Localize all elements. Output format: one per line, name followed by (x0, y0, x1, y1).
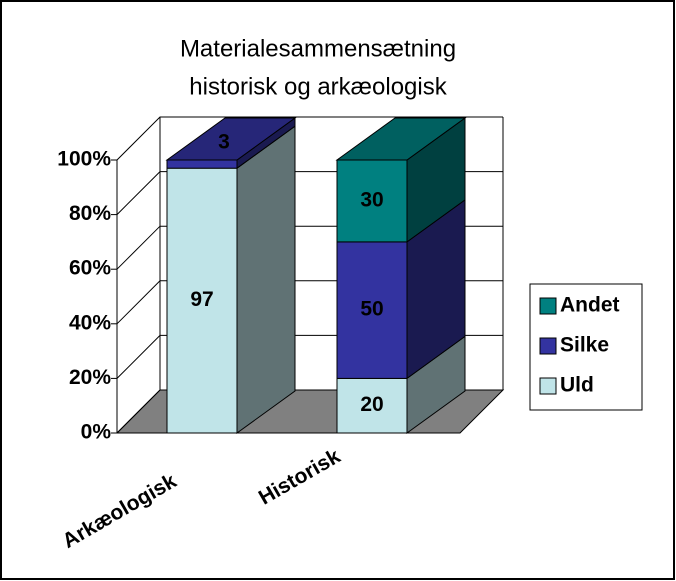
y-tick-label: 100% (57, 148, 111, 171)
legend-swatch (539, 297, 557, 315)
bar-top (335, 117, 467, 161)
legend-swatch (539, 377, 557, 395)
bar-front (166, 159, 238, 169)
data-label: 3 (218, 131, 230, 154)
bar-front (166, 167, 238, 434)
data-label: 50 (360, 298, 383, 321)
legend-label: Andet (560, 294, 620, 317)
y-tick-label: 0% (81, 421, 112, 444)
chart-title: historisk og arkæologisk (189, 73, 447, 100)
bar-side (236, 125, 296, 434)
chart-title: Materialesammensætning (180, 35, 456, 62)
grid-line (116, 116, 503, 161)
data-label: 20 (360, 393, 383, 416)
y-tick-label: 60% (69, 257, 111, 280)
data-label: 97 (190, 288, 213, 311)
legend-label: Silke (560, 334, 609, 357)
y-tick-label: 20% (69, 366, 111, 389)
bar-front (336, 377, 408, 434)
y-tick-label: 40% (69, 311, 111, 334)
bar-top (165, 117, 297, 161)
data-label: 30 (360, 188, 383, 211)
legend-swatch (539, 337, 557, 355)
bar-front (336, 159, 408, 243)
legend-label: Uld (560, 374, 594, 397)
bar-front (336, 241, 408, 379)
y-tick-label: 80% (69, 202, 111, 225)
